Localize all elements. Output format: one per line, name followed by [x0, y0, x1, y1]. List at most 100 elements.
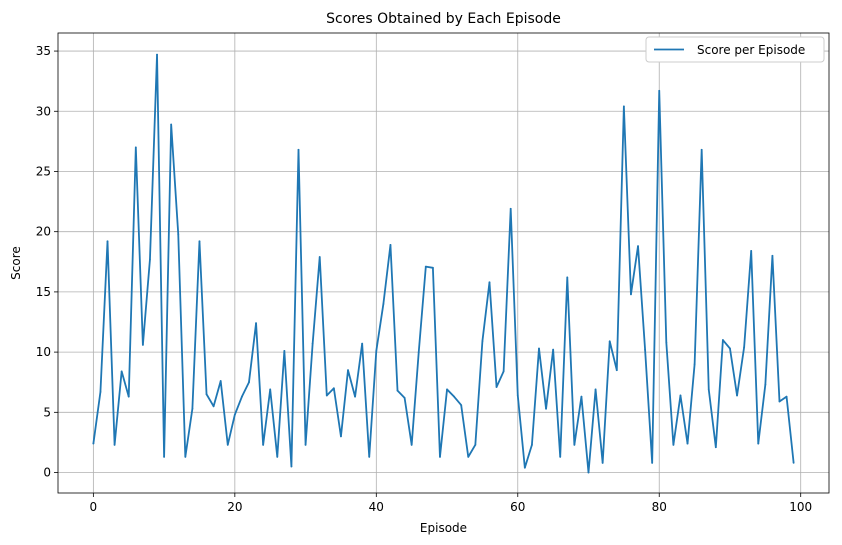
data-point	[290, 465, 293, 468]
legend-label: Score per Episode	[697, 43, 805, 57]
data-point	[403, 396, 406, 399]
data-point	[658, 89, 661, 92]
data-point	[622, 105, 625, 108]
data-point	[318, 256, 321, 258]
data-point	[665, 341, 668, 344]
data-point	[460, 404, 463, 406]
data-point	[354, 395, 356, 398]
data-point	[304, 443, 307, 446]
y-tick-label: 10	[36, 345, 51, 359]
data-point	[481, 340, 484, 343]
data-point	[283, 350, 286, 352]
data-point	[219, 380, 222, 382]
data-point	[764, 383, 767, 386]
data-point	[552, 348, 555, 351]
axes-frame	[57, 32, 830, 494]
series-line	[92, 53, 795, 474]
data-point	[198, 240, 201, 243]
data-point	[502, 370, 505, 373]
data-point	[396, 389, 399, 392]
x-tick-label: 60	[510, 500, 525, 514]
y-tick-label: 5	[43, 405, 51, 419]
data-point	[594, 388, 597, 391]
data-point	[630, 293, 632, 296]
data-point	[127, 395, 130, 398]
data-point	[453, 395, 456, 398]
data-point	[141, 343, 144, 346]
data-point	[375, 350, 378, 352]
y-tick-label: 20	[36, 225, 51, 239]
y-tick-label: 0	[43, 466, 51, 480]
data-point	[672, 443, 675, 446]
data-point	[255, 322, 257, 325]
x-tick-label: 100	[789, 500, 812, 514]
data-point	[410, 443, 413, 446]
x-tick-label: 40	[369, 500, 384, 514]
data-point	[170, 123, 173, 126]
data-point	[531, 443, 533, 446]
y-tick-label: 15	[36, 285, 51, 299]
ticks: 0 20 40 60 80 100 0 5 10 15 20 25 30 35	[36, 44, 812, 514]
chart-title: Scores Obtained by Each Episode	[326, 11, 561, 27]
data-point	[722, 339, 724, 341]
data-point	[785, 395, 788, 398]
data-point	[332, 387, 335, 390]
data-point	[580, 395, 583, 398]
data-point	[488, 281, 491, 284]
data-point	[163, 455, 166, 458]
data-point	[538, 347, 540, 350]
data-point	[311, 342, 314, 345]
data-point	[99, 390, 102, 393]
x-axis-label: Episode	[420, 521, 467, 535]
data-point	[212, 405, 215, 408]
legend-box	[645, 36, 825, 63]
data-point	[446, 388, 448, 391]
data-point	[601, 462, 604, 464]
data-point	[382, 303, 385, 305]
data-point	[693, 363, 696, 366]
data-point	[276, 455, 279, 458]
x-tick-label: 0	[90, 500, 98, 514]
data-point	[361, 342, 364, 345]
data-point	[113, 443, 116, 446]
data-point	[495, 386, 498, 388]
data-point	[389, 244, 392, 246]
data-point	[679, 394, 682, 397]
series-layer	[92, 53, 795, 474]
data-point	[509, 207, 512, 210]
data-point	[424, 265, 427, 268]
data-point	[771, 254, 774, 257]
data-point	[134, 146, 137, 149]
data-point	[573, 443, 576, 446]
data-point	[177, 233, 180, 236]
data-point	[545, 407, 547, 410]
data-point	[205, 393, 208, 396]
data-point	[368, 455, 371, 458]
data-point	[241, 395, 243, 398]
data-point	[516, 394, 519, 397]
data-point	[608, 340, 611, 343]
y-axis-label: Score	[9, 246, 23, 280]
data-point	[792, 462, 795, 464]
data-point	[743, 346, 746, 349]
data-point	[729, 347, 731, 350]
x-tick-label: 20	[227, 500, 242, 514]
data-point	[637, 245, 639, 248]
y-tick-label: 35	[36, 44, 51, 58]
data-point	[233, 413, 236, 416]
data-point	[651, 462, 654, 464]
data-point	[156, 53, 158, 56]
data-point	[340, 435, 342, 438]
data-point	[191, 407, 194, 410]
data-point	[474, 443, 477, 446]
data-point	[566, 276, 569, 279]
data-point	[417, 351, 420, 354]
data-point	[226, 443, 229, 446]
data-point	[325, 394, 328, 397]
legend: Score per Episode	[645, 36, 825, 63]
data-point	[92, 442, 95, 445]
data-point	[700, 148, 703, 151]
data-point	[587, 471, 590, 474]
data-point	[184, 455, 187, 458]
